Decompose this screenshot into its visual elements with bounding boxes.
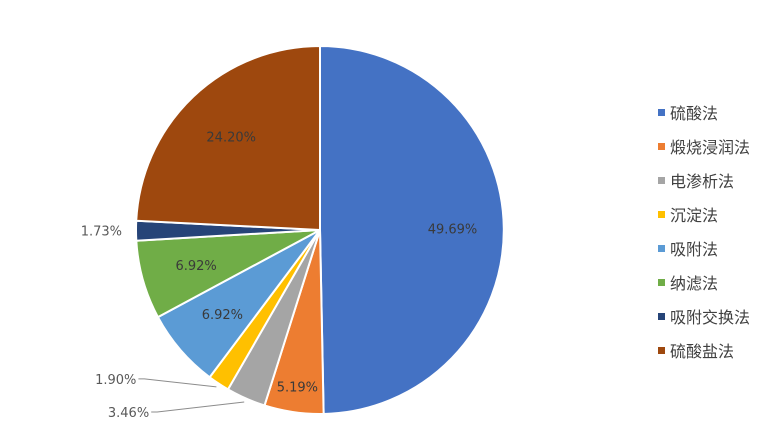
- legend-swatch-2: [658, 143, 665, 150]
- leader-line-3: [151, 401, 245, 413]
- legend-label-3: 电渗析法: [670, 172, 734, 191]
- data-label-8: 24.20%: [206, 131, 256, 146]
- legend-swatch-3: [658, 177, 665, 184]
- data-label-5: 6.92%: [202, 308, 243, 323]
- legend-swatch-5: [658, 245, 665, 252]
- legend-swatch-4: [658, 211, 665, 218]
- legend-swatch-1: [658, 109, 665, 116]
- data-label-4: 1.90%: [95, 373, 136, 388]
- data-label-1: 49.69%: [428, 223, 478, 238]
- data-label-3: 3.46%: [108, 406, 149, 421]
- legend-label-8: 硫酸盐法: [670, 342, 734, 361]
- legend-swatch-8: [658, 347, 665, 354]
- leader-lines: [138, 378, 245, 413]
- pie-slice-8: [135, 44, 321, 232]
- legend-swatch-6: [658, 279, 665, 286]
- legend-label-1: 硫酸法: [670, 104, 718, 123]
- leader-line-4: [138, 378, 217, 388]
- data-label-2: 5.19%: [277, 381, 318, 396]
- legend-swatch-7: [658, 313, 665, 320]
- data-label-7: 1.73%: [81, 225, 122, 240]
- legend-label-4: 沉淀法: [670, 206, 718, 225]
- pie-slice-1: [319, 44, 505, 415]
- legend-label-6: 纳滤法: [670, 274, 718, 293]
- data-labels: 49.69% 5.19% 3.46% 1.90% 6.92% 6.92% 1.73% 24.2…: [81, 131, 478, 421]
- legend-label-7: 吸附交换法: [670, 308, 750, 327]
- legend-label-2: 煅烧浸润法: [670, 138, 750, 157]
- data-label-6: 6.92%: [175, 259, 216, 274]
- pie-slices: [134, 44, 505, 415]
- legend-label-5: 吸附法: [670, 240, 718, 259]
